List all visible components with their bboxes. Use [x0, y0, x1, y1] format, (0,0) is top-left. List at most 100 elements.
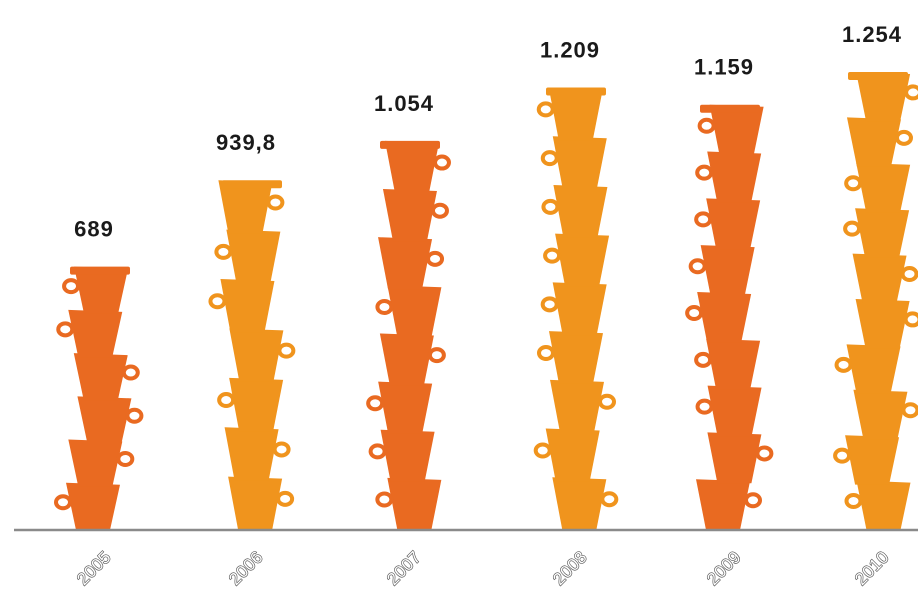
cup-shape — [229, 377, 284, 432]
cup-shape — [700, 245, 755, 296]
cup-handle-icon — [116, 450, 135, 467]
bar-2006 — [208, 180, 296, 530]
cup-shape — [856, 71, 911, 122]
bar-2009 — [685, 104, 774, 530]
cup-handle-icon — [844, 175, 863, 192]
data-label-2010: 1.254 — [842, 22, 902, 47]
cup-rim — [546, 87, 606, 96]
cup-shape — [384, 140, 439, 194]
data-label-2008: 1.209 — [540, 37, 600, 62]
cup-rim — [222, 180, 282, 189]
cup-handle-icon — [900, 266, 918, 283]
cup-shape — [378, 381, 433, 434]
cup-handle-icon — [214, 243, 233, 260]
cup-handle-icon — [375, 298, 394, 315]
cup-shape — [697, 291, 752, 343]
cup-shape — [387, 477, 442, 530]
cup-shape — [552, 282, 607, 336]
cup-handle-icon — [833, 447, 852, 464]
cup-handle-icon — [744, 492, 763, 509]
cup-handle-icon — [208, 293, 227, 310]
cup-shape — [218, 180, 273, 234]
cup-shape — [846, 344, 901, 394]
cup-handle-icon — [217, 392, 236, 409]
cup-rim — [70, 266, 130, 275]
cup-shape — [696, 479, 751, 530]
cup-shape — [550, 379, 605, 433]
cup-handle-icon — [62, 278, 81, 295]
cup-shape — [545, 428, 600, 482]
cup-shape — [555, 233, 610, 287]
cup-shape — [73, 353, 128, 401]
cup-shape — [382, 189, 437, 242]
cup-shape — [229, 328, 284, 382]
cup-handle-icon — [901, 402, 918, 419]
cup-handle-icon — [368, 443, 387, 460]
cup-shape — [856, 480, 911, 530]
cup-handle-icon — [427, 347, 446, 364]
cup-handle-icon — [266, 194, 285, 211]
cup-shape — [224, 427, 279, 481]
cup-handle-icon — [598, 393, 617, 410]
x-tick-label-2008: 2008 — [549, 547, 591, 589]
bar-group — [54, 71, 918, 530]
cup-handle-icon — [844, 493, 863, 510]
cup-handle-icon — [903, 311, 918, 328]
data-label-2007: 1.054 — [374, 91, 434, 116]
cup-handle-icon — [533, 442, 552, 459]
data-label-2006: 939,8 — [216, 130, 276, 155]
cup-handle-icon — [543, 247, 562, 264]
cup-shape — [855, 298, 910, 349]
cup-shape — [846, 117, 901, 167]
cup-shape — [387, 285, 442, 338]
cup-handle-icon — [695, 164, 714, 181]
x-tick-label-2009: 2009 — [703, 547, 745, 589]
cup-handle-icon — [600, 491, 619, 508]
bar-2010 — [833, 71, 918, 530]
cup-shape — [552, 477, 607, 530]
bar-2008 — [533, 87, 619, 530]
cup-shape — [68, 439, 123, 487]
cup-handle-icon — [755, 445, 774, 462]
x-tick-label-2007: 2007 — [383, 547, 425, 589]
cup-shape — [74, 266, 129, 314]
cup-handle-icon — [904, 84, 918, 101]
data-label-group: 689 939,8 1.054 1.209 1.159 1.254 — [74, 22, 902, 242]
cup-handle-icon — [121, 364, 140, 381]
cup-shape — [226, 229, 281, 284]
cup-shape — [852, 253, 907, 303]
cup-shape — [378, 237, 433, 290]
cup-shape — [707, 151, 762, 203]
cup-handle-icon — [366, 395, 385, 412]
cup-handle-icon — [54, 494, 72, 511]
cup-handle-icon — [432, 154, 451, 171]
bar-2005 — [54, 266, 144, 530]
cup-handle-icon — [834, 356, 853, 373]
cup-shape — [552, 136, 607, 189]
cup-shape — [548, 87, 603, 141]
cup-handle-icon — [894, 129, 913, 146]
cup-rim — [700, 104, 760, 113]
cup-shape — [66, 482, 120, 530]
cup-handle-icon — [697, 117, 716, 134]
cup-shape — [855, 208, 910, 258]
x-tick-group: 2005 2006 2007 2008 2009 2010 — [73, 547, 894, 590]
cup-handle-icon — [694, 351, 713, 368]
x-tick-label-2010: 2010 — [851, 547, 893, 589]
cup-handle-icon — [125, 407, 144, 424]
cup-handle-icon — [685, 305, 704, 322]
cup-rim — [380, 140, 440, 149]
cup-shape — [706, 198, 761, 250]
cup-handle-icon — [536, 345, 555, 362]
cup-shape — [707, 432, 762, 484]
data-label-2009: 1.159 — [694, 55, 754, 80]
cup-shape — [220, 279, 275, 333]
cup-handle-icon — [540, 150, 559, 167]
cup-shape — [856, 162, 911, 213]
cup-handle-icon — [276, 490, 295, 507]
cup-handle-icon — [694, 211, 713, 228]
cup-handle-icon — [540, 296, 559, 313]
cup-shape — [379, 333, 434, 386]
cup-shape — [553, 184, 608, 238]
